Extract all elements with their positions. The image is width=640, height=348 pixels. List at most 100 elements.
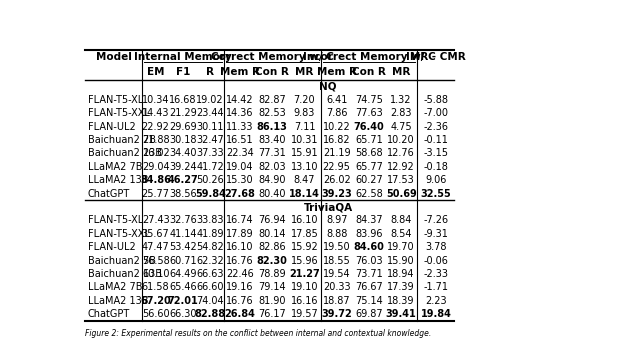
Text: 84.90: 84.90 [259, 175, 286, 185]
Text: 16.76: 16.76 [226, 256, 254, 266]
Text: 39.24: 39.24 [169, 162, 196, 172]
Text: FLAN-T5-XL: FLAN-T5-XL [88, 215, 143, 226]
Text: 18.94: 18.94 [387, 269, 415, 279]
Text: 19.57: 19.57 [291, 309, 318, 319]
Text: 16.76: 16.76 [226, 296, 254, 306]
Text: 20.33: 20.33 [323, 283, 351, 292]
Text: 41.72: 41.72 [196, 162, 224, 172]
Text: 62.32: 62.32 [196, 256, 224, 266]
Text: 67.20: 67.20 [140, 296, 171, 306]
Text: 66.60: 66.60 [196, 283, 224, 292]
Text: 83.96: 83.96 [355, 229, 383, 239]
Text: 22.34: 22.34 [226, 149, 254, 158]
Text: 8.84: 8.84 [390, 215, 412, 226]
Text: 39.41: 39.41 [386, 309, 417, 319]
Text: 22.92: 22.92 [141, 122, 170, 132]
Text: 16.74: 16.74 [226, 215, 254, 226]
Text: -0.11: -0.11 [424, 135, 448, 145]
Text: TriviaQA: TriviaQA [303, 202, 353, 212]
Text: 82.88: 82.88 [195, 309, 226, 319]
Text: 15.90: 15.90 [387, 256, 415, 266]
Text: 26.02: 26.02 [142, 149, 170, 158]
Text: -2.33: -2.33 [424, 269, 449, 279]
Text: 15.92: 15.92 [291, 242, 318, 252]
Text: 34.40: 34.40 [169, 149, 196, 158]
Text: 74.04: 74.04 [196, 296, 224, 306]
Text: 76.94: 76.94 [259, 215, 286, 226]
Text: -7.26: -7.26 [423, 215, 449, 226]
Text: MR: MR [392, 68, 410, 78]
Text: Baichuan2 7B: Baichuan2 7B [88, 135, 156, 145]
Text: 18.55: 18.55 [323, 256, 351, 266]
Text: Mem R: Mem R [317, 68, 356, 78]
Text: 11.33: 11.33 [226, 122, 253, 132]
Text: LLaMA2 7B: LLaMA2 7B [88, 162, 143, 172]
Text: 38.56: 38.56 [169, 189, 196, 199]
Text: 32.76: 32.76 [169, 215, 196, 226]
Text: FLAN-T5-XL: FLAN-T5-XL [88, 95, 143, 105]
Text: 76.03: 76.03 [355, 256, 383, 266]
Text: 19.10: 19.10 [291, 283, 318, 292]
Text: 65.46: 65.46 [169, 283, 196, 292]
Text: 2.23: 2.23 [425, 296, 447, 306]
Text: 65.71: 65.71 [355, 135, 383, 145]
Text: 14.36: 14.36 [226, 108, 253, 118]
Text: 69.87: 69.87 [355, 309, 383, 319]
Text: 22.46: 22.46 [226, 269, 254, 279]
Text: 10.22: 10.22 [323, 122, 351, 132]
Text: 9.83: 9.83 [294, 108, 315, 118]
Text: 27.43: 27.43 [142, 215, 170, 226]
Text: FLAN-UL2: FLAN-UL2 [88, 242, 136, 252]
Text: 82.03: 82.03 [259, 162, 286, 172]
Text: 46.27: 46.27 [168, 175, 198, 185]
Text: 30.18: 30.18 [169, 135, 196, 145]
Text: 30.11: 30.11 [196, 122, 224, 132]
Text: 16.51: 16.51 [226, 135, 254, 145]
Text: 16.16: 16.16 [291, 296, 318, 306]
Text: 82.30: 82.30 [257, 256, 287, 266]
Text: 78.89: 78.89 [259, 269, 286, 279]
Text: 9.06: 9.06 [425, 175, 447, 185]
Text: 29.04: 29.04 [142, 162, 170, 172]
Text: 79.14: 79.14 [259, 283, 286, 292]
Text: 84.37: 84.37 [355, 215, 383, 226]
Text: ChatGPT: ChatGPT [88, 309, 130, 319]
Text: ChatGPT: ChatGPT [88, 189, 130, 199]
Text: 74.75: 74.75 [355, 95, 383, 105]
Text: 17.89: 17.89 [226, 229, 254, 239]
Text: 62.58: 62.58 [355, 189, 383, 199]
Text: -0.18: -0.18 [424, 162, 448, 172]
Text: 1.32: 1.32 [390, 95, 412, 105]
Text: 53.42: 53.42 [169, 242, 196, 252]
Text: 21.29: 21.29 [169, 108, 196, 118]
Text: 84.60: 84.60 [353, 242, 385, 252]
Text: 16.68: 16.68 [169, 95, 196, 105]
Text: 15.30: 15.30 [226, 175, 254, 185]
Text: 7.86: 7.86 [326, 108, 348, 118]
Text: 39.72: 39.72 [321, 309, 352, 319]
Text: 23.44: 23.44 [196, 108, 224, 118]
Text: 29.69: 29.69 [169, 122, 196, 132]
Text: 18.14: 18.14 [289, 189, 320, 199]
Text: -7.00: -7.00 [424, 108, 449, 118]
Text: Correct Memory w/ C: Correct Memory w/ C [211, 52, 333, 62]
Text: 54.82: 54.82 [196, 242, 224, 252]
Text: 59.84: 59.84 [195, 189, 226, 199]
Text: 10.31: 10.31 [291, 135, 318, 145]
Text: 26.02: 26.02 [323, 175, 351, 185]
Text: 66.30: 66.30 [169, 309, 196, 319]
Text: 80.40: 80.40 [259, 189, 286, 199]
Text: 19.84: 19.84 [420, 309, 451, 319]
Text: 77.31: 77.31 [259, 149, 286, 158]
Text: 27.68: 27.68 [225, 189, 255, 199]
Text: Con R: Con R [352, 68, 386, 78]
Text: Incorrect Memory w/ C: Incorrect Memory w/ C [303, 52, 435, 62]
Text: Model: Model [95, 52, 131, 62]
Text: 35.67: 35.67 [142, 229, 170, 239]
Text: 8.47: 8.47 [294, 175, 315, 185]
Text: Baichuan2 13B: Baichuan2 13B [88, 269, 162, 279]
Text: Figure 2: Experimental results on the conflict between internal and contextual k: Figure 2: Experimental results on the co… [85, 329, 431, 338]
Text: 21.27: 21.27 [289, 269, 320, 279]
Text: 76.67: 76.67 [355, 283, 383, 292]
Text: 66.63: 66.63 [196, 269, 224, 279]
